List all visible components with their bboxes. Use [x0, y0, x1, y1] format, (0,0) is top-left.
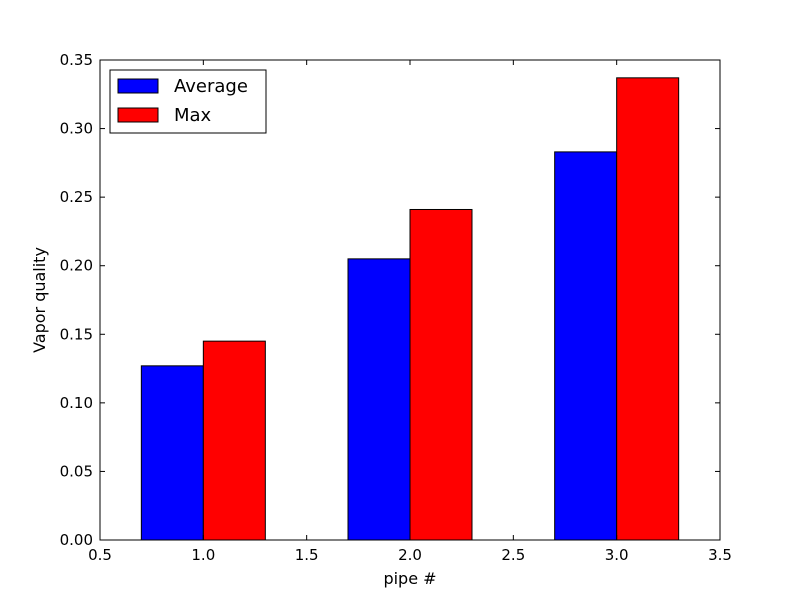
bars-layer: [140, 77, 680, 541]
x-axis-ticks: 0.5 1.0 1.5 2.0 2.5 3.0 3.5: [88, 60, 732, 564]
legend-swatch-average: [117, 78, 159, 94]
bar-max-1: [202, 340, 266, 541]
x-axis-label: pipe #: [383, 569, 436, 588]
y-axis-ticks: 0.00 0.05 0.10 0.15 0.20 0.25 0.30 0.35: [60, 51, 720, 549]
y-tick-label: 0.25: [60, 188, 93, 206]
x-tick-label: 0.5: [88, 546, 112, 564]
y-tick-label: 0.35: [60, 51, 93, 69]
bar-average-3: [554, 151, 618, 541]
y-tick-label: 0.30: [60, 120, 93, 138]
y-axis-label: Vapor quality: [30, 247, 49, 353]
bar-average-1: [140, 365, 204, 541]
y-tick-label: 0.10: [60, 394, 93, 412]
legend-label-max: Max: [174, 105, 212, 126]
bar-max-2: [409, 208, 473, 541]
bar-average-2: [347, 258, 411, 541]
x-tick-label: 1.5: [295, 546, 319, 564]
x-tick-label: 3.5: [708, 546, 732, 564]
x-tick-label: 1.0: [191, 546, 215, 564]
x-tick-label: 3.0: [605, 546, 629, 564]
x-tick-label: 2.5: [501, 546, 525, 564]
bar-max-3: [616, 77, 680, 541]
legend-swatch-max: [117, 107, 159, 123]
x-tick-label: 2.0: [398, 546, 422, 564]
y-tick-label: 0.15: [60, 325, 93, 343]
y-tick-label: 0.00: [60, 531, 93, 549]
y-tick-label: 0.20: [60, 257, 93, 275]
legend: Average Max: [109, 69, 267, 134]
legend-label-average: Average: [174, 76, 248, 97]
y-tick-label: 0.05: [60, 462, 93, 480]
